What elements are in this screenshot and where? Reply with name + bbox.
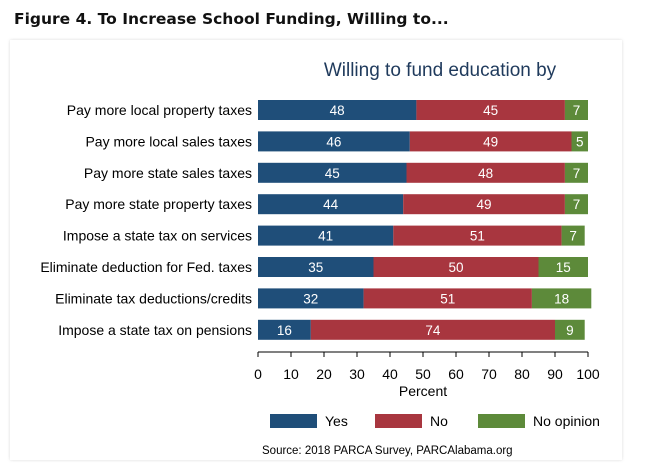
data-label: 7 [573,197,581,212]
data-label: 7 [573,166,581,181]
data-label: 49 [483,134,498,149]
bar-yes [258,131,410,152]
bar-yes [258,162,407,183]
data-label: 49 [477,197,492,212]
x-tick-label: 30 [349,366,365,382]
bar-yes [258,194,404,215]
figure-title: Figure 4. To Increase School Funding, Wi… [14,10,449,28]
data-label: 45 [325,166,340,181]
x-tick-label: 10 [283,366,299,382]
category-label: Pay more local sales taxes [85,133,252,149]
data-label: 46 [326,134,341,149]
data-label: 7 [573,103,581,118]
data-label: 7 [569,229,577,244]
x-tick-label: 100 [576,366,600,382]
category-label: Pay more state property taxes [65,196,252,212]
data-label: 32 [303,291,318,306]
x-axis-label: Percent [399,383,447,399]
bar-no [403,194,565,215]
bar-yes [258,225,394,246]
bar-yes [258,319,311,340]
data-label: 48 [330,103,345,118]
x-tick-label: 60 [448,366,464,382]
x-tick-label: 70 [481,366,497,382]
data-label: 74 [425,323,441,338]
x-tick-label: 0 [254,366,262,382]
category-label: Eliminate deduction for Fed. taxes [40,259,252,275]
legend-swatch [270,414,317,428]
bar-no-opinion [571,131,588,152]
category-label: Impose a state tax on pensions [58,322,252,338]
bar-no [409,131,572,152]
bar-no-opinion [531,288,592,309]
data-label: 16 [277,323,292,338]
data-label: 18 [554,291,569,306]
bar-no [406,162,565,183]
legend: Yes No No opinion [270,413,600,429]
data-label: 41 [318,229,333,244]
bar-no [416,100,565,120]
legend-swatch [478,414,525,428]
chart-title: Willing to fund education by [324,60,557,81]
bar-no-opinion [564,100,588,120]
x-tick-label: 20 [316,366,332,382]
bars-layer: Pay more local property taxes 48 45 7 Pay mo… [40,100,592,340]
bar-no-opinion [564,194,588,215]
bar-no-opinion [538,257,588,277]
data-label: 45 [483,103,498,118]
data-label: 50 [448,260,463,275]
data-label: 48 [478,166,493,181]
data-label: 35 [308,260,323,275]
x-tick-label: 80 [514,366,530,382]
bar-no [373,257,539,277]
data-label: 15 [556,260,571,275]
bar-no-opinion [564,162,588,183]
data-label: 44 [323,197,339,212]
category-label: Pay more local property taxes [67,102,252,118]
x-tick-label: 90 [547,366,563,382]
bar-no [310,319,555,340]
legend-label: No [430,413,448,429]
bar-no-opinion [561,225,585,246]
data-label: 5 [576,134,584,149]
bar-no-opinion [555,319,585,340]
bar-yes [258,100,417,120]
x-tick-label: 50 [415,366,431,382]
legend-swatch [375,414,422,428]
legend-label: No opinion [533,413,600,429]
category-label: Pay more state sales taxes [84,165,252,181]
legend-label: Yes [325,413,348,429]
source-note: Source: 2018 PARCA Survey, PARCAlabama.o… [262,445,513,457]
x-tick-label: 40 [382,366,398,382]
bar-yes [258,288,364,309]
bar-no [363,288,532,309]
data-label: 51 [440,291,455,306]
data-label: 9 [566,323,574,338]
data-label: 51 [470,229,485,244]
category-label: Eliminate tax deductions/credits [55,290,252,306]
category-label: Impose a state tax on services [63,228,252,244]
x-axis: 0 10 20 30 40 50 60 70 80 90 100 [254,351,600,382]
bar-yes [258,257,374,277]
bar-no [393,225,562,246]
